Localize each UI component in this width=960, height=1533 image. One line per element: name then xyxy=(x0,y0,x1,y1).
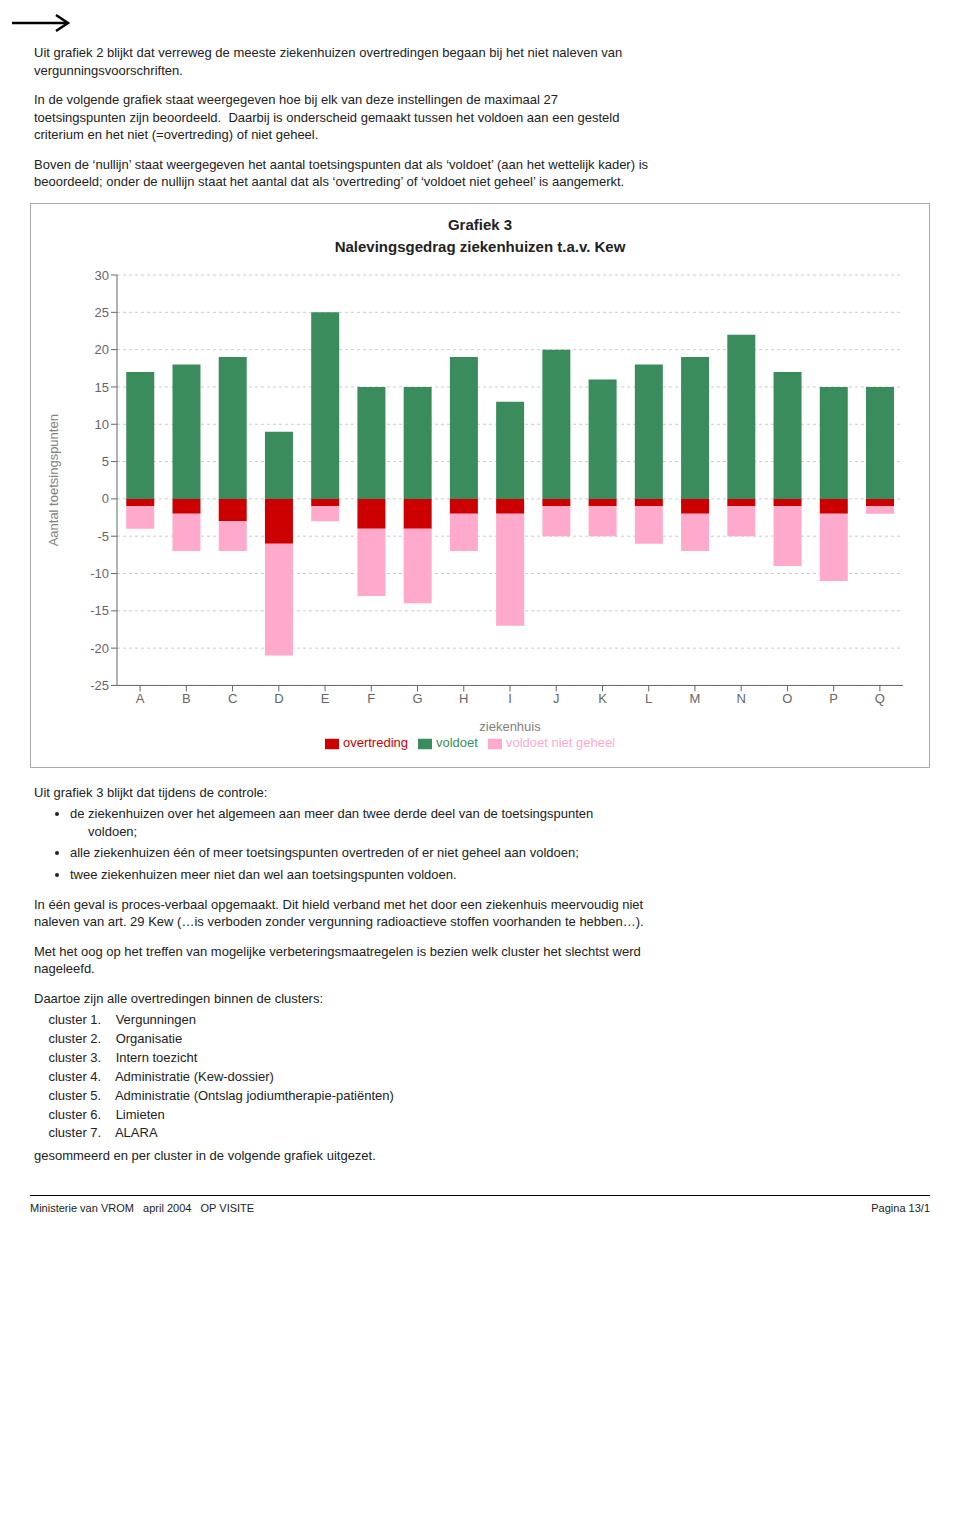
svg-text:M: M xyxy=(690,690,701,705)
svg-text:H: H xyxy=(459,690,468,705)
html-text:alle ziekenhuizen één of meer: alle ziekenhuizen één of meer toetsingsp… xyxy=(70,845,579,861)
svg-text:5: 5 xyxy=(102,454,109,469)
html-text:voldoet niet geheel: voldoet niet geheel xyxy=(505,735,616,751)
html-text:cluster 3. Intern toezicht: cluster 3. Intern toezicht xyxy=(34,1050,198,1065)
svg-text:N: N xyxy=(736,690,745,705)
svg-text:30: 30 xyxy=(95,267,109,282)
svg-text:D: D xyxy=(274,690,283,705)
svg-text:P: P xyxy=(829,690,838,705)
svg-text:-10: -10 xyxy=(90,566,109,581)
html-text:voldoet: voldoet xyxy=(436,735,478,751)
svg-text:15: 15 xyxy=(95,379,109,394)
svg-text:G: G xyxy=(412,690,422,705)
svg-text:J: J xyxy=(553,690,560,705)
svg-text:Aantal toetsingspunten: Aantal toetsingspunten xyxy=(46,414,61,546)
svg-text:ziekenhuis: ziekenhuis xyxy=(479,719,541,734)
html-text:Daartoe zijn alle overtredinge: Daartoe zijn alle overtredingen binnen d… xyxy=(34,990,324,1006)
svg-text:L: L xyxy=(645,690,652,705)
svg-text:I: I xyxy=(508,690,512,705)
svg-text:10: 10 xyxy=(95,417,109,432)
html-text:overtreding: overtreding xyxy=(342,735,408,751)
svg-text:K: K xyxy=(598,690,607,705)
html-text:cluster 4. Administratie (Kew-: cluster 4. Administratie (Kew-dossier) xyxy=(34,1068,274,1084)
html-text:cluster 2. Organisatie: cluster 2. Organisatie xyxy=(34,1031,183,1047)
html-text:Uit grafiek 2 blijkt dat verre: Uit grafiek 2 blijkt dat verreweg de mee… xyxy=(34,45,623,78)
html-text:Ministerie van VROM april 2004: Ministerie van VROM april 2004 OP VISITE xyxy=(30,1201,255,1214)
html-text:Boven de ‘nullijn’ staat weerg: Boven de ‘nullijn’ staat weergegeven het… xyxy=(34,156,648,190)
svg-text:O: O xyxy=(782,690,792,705)
svg-text:Q: Q xyxy=(875,690,885,705)
html-text:Grafiek 3: Grafiek 3 xyxy=(447,215,513,233)
svg-text:-25: -25 xyxy=(90,678,109,693)
svg-text:25: 25 xyxy=(95,305,109,320)
svg-text:-15: -15 xyxy=(90,603,109,618)
html-text:In één geval is proces-verbaal: In één geval is proces-verbaal opgemaakt… xyxy=(34,896,644,930)
html-text:cluster 7. ALARA: cluster 7. ALARA xyxy=(34,1125,158,1141)
svg-text:20: 20 xyxy=(95,342,109,357)
svg-text:-20: -20 xyxy=(90,641,109,656)
html-text:cluster 1. Vergunningen: cluster 1. Vergunningen xyxy=(34,1012,196,1028)
svg-text:0: 0 xyxy=(102,491,109,506)
html-text:twee ziekenhuizen meer niet da: twee ziekenhuizen meer niet dan wel aan … xyxy=(70,867,457,882)
html-text:Uit grafiek 3 blijkt dat tijde: Uit grafiek 3 blijkt dat tijdens de cont… xyxy=(34,784,268,800)
html-text:cluster 6. Limieten: cluster 6. Limieten xyxy=(34,1106,165,1122)
html-text:gesommeerd en per cluster in d: gesommeerd en per cluster in de volgende… xyxy=(34,1148,376,1164)
svg-text:F: F xyxy=(367,690,375,705)
html-text:Met het oog op het treffen van: Met het oog op het treffen van mogelijke… xyxy=(34,943,641,977)
svg-text:B: B xyxy=(182,690,191,705)
html-text:de ziekenhuizen over het algem: de ziekenhuizen over het algemeen aan me… xyxy=(70,806,594,839)
svg-text:E: E xyxy=(321,690,330,705)
svg-text:-5: -5 xyxy=(97,529,109,544)
html-text:In de volgende grafiek staat w: In de volgende grafiek staat weergegeven… xyxy=(34,92,620,143)
html-text:cluster 5. Administratie (Onts: cluster 5. Administratie (Ontslag jodium… xyxy=(34,1087,394,1103)
html-text:Pagina 13/1: Pagina 13/1 xyxy=(871,1201,930,1214)
svg-text:C: C xyxy=(228,690,237,705)
svg-text:A: A xyxy=(136,690,145,705)
html-text:Nalevingsgedrag ziekenhuizen t: Nalevingsgedrag ziekenhuizen t.a.v. Kew xyxy=(334,238,626,256)
